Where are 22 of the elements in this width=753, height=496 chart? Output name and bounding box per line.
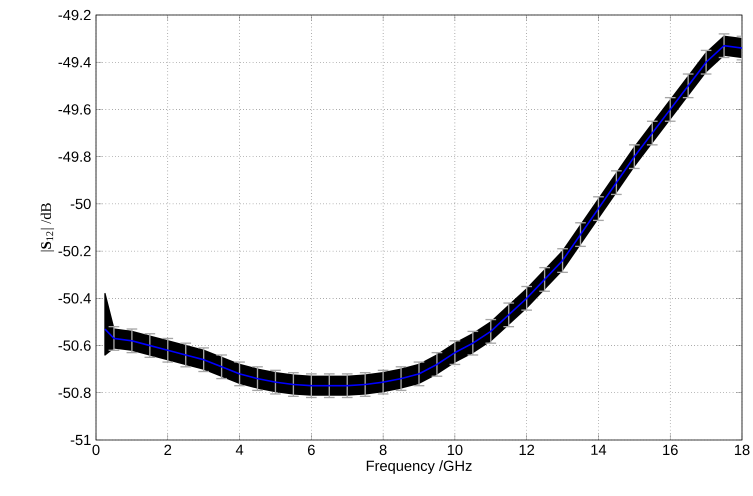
x-tick-label: 12 [520,444,534,455]
x-tick-label: 2 [164,444,172,455]
x-tick-label: 8 [380,444,387,456]
x-tick-label: 16 [663,444,678,456]
x-axis-title: Frequency /GHz [366,460,472,474]
y-tick-label: -50.4 [58,293,91,304]
x-tick-label: 18 [734,444,750,456]
y-tick-label: -50.2 [58,246,91,256]
y-axis-title: |S$_{12}$| /dB [40,203,54,252]
x-tick-label: 14 [591,444,606,455]
y-tick-label: -51 [70,434,91,446]
y-tick-label: -49.2 [58,10,91,20]
x-tick-label: 10 [448,444,462,456]
y-tick-label: -49.6 [58,104,91,115]
y-tick-label: -49.4 [58,57,91,68]
y-tick-label: -50.6 [58,340,91,351]
x-tick-label: 4 [236,444,244,455]
y-tick-label: -50 [70,198,91,210]
x-tick-label: 0 [92,444,100,456]
y-tick-label: -50.8 [58,388,91,398]
y-tick-label: -49.8 [58,151,91,162]
x-tick-label: 6 [308,444,315,456]
